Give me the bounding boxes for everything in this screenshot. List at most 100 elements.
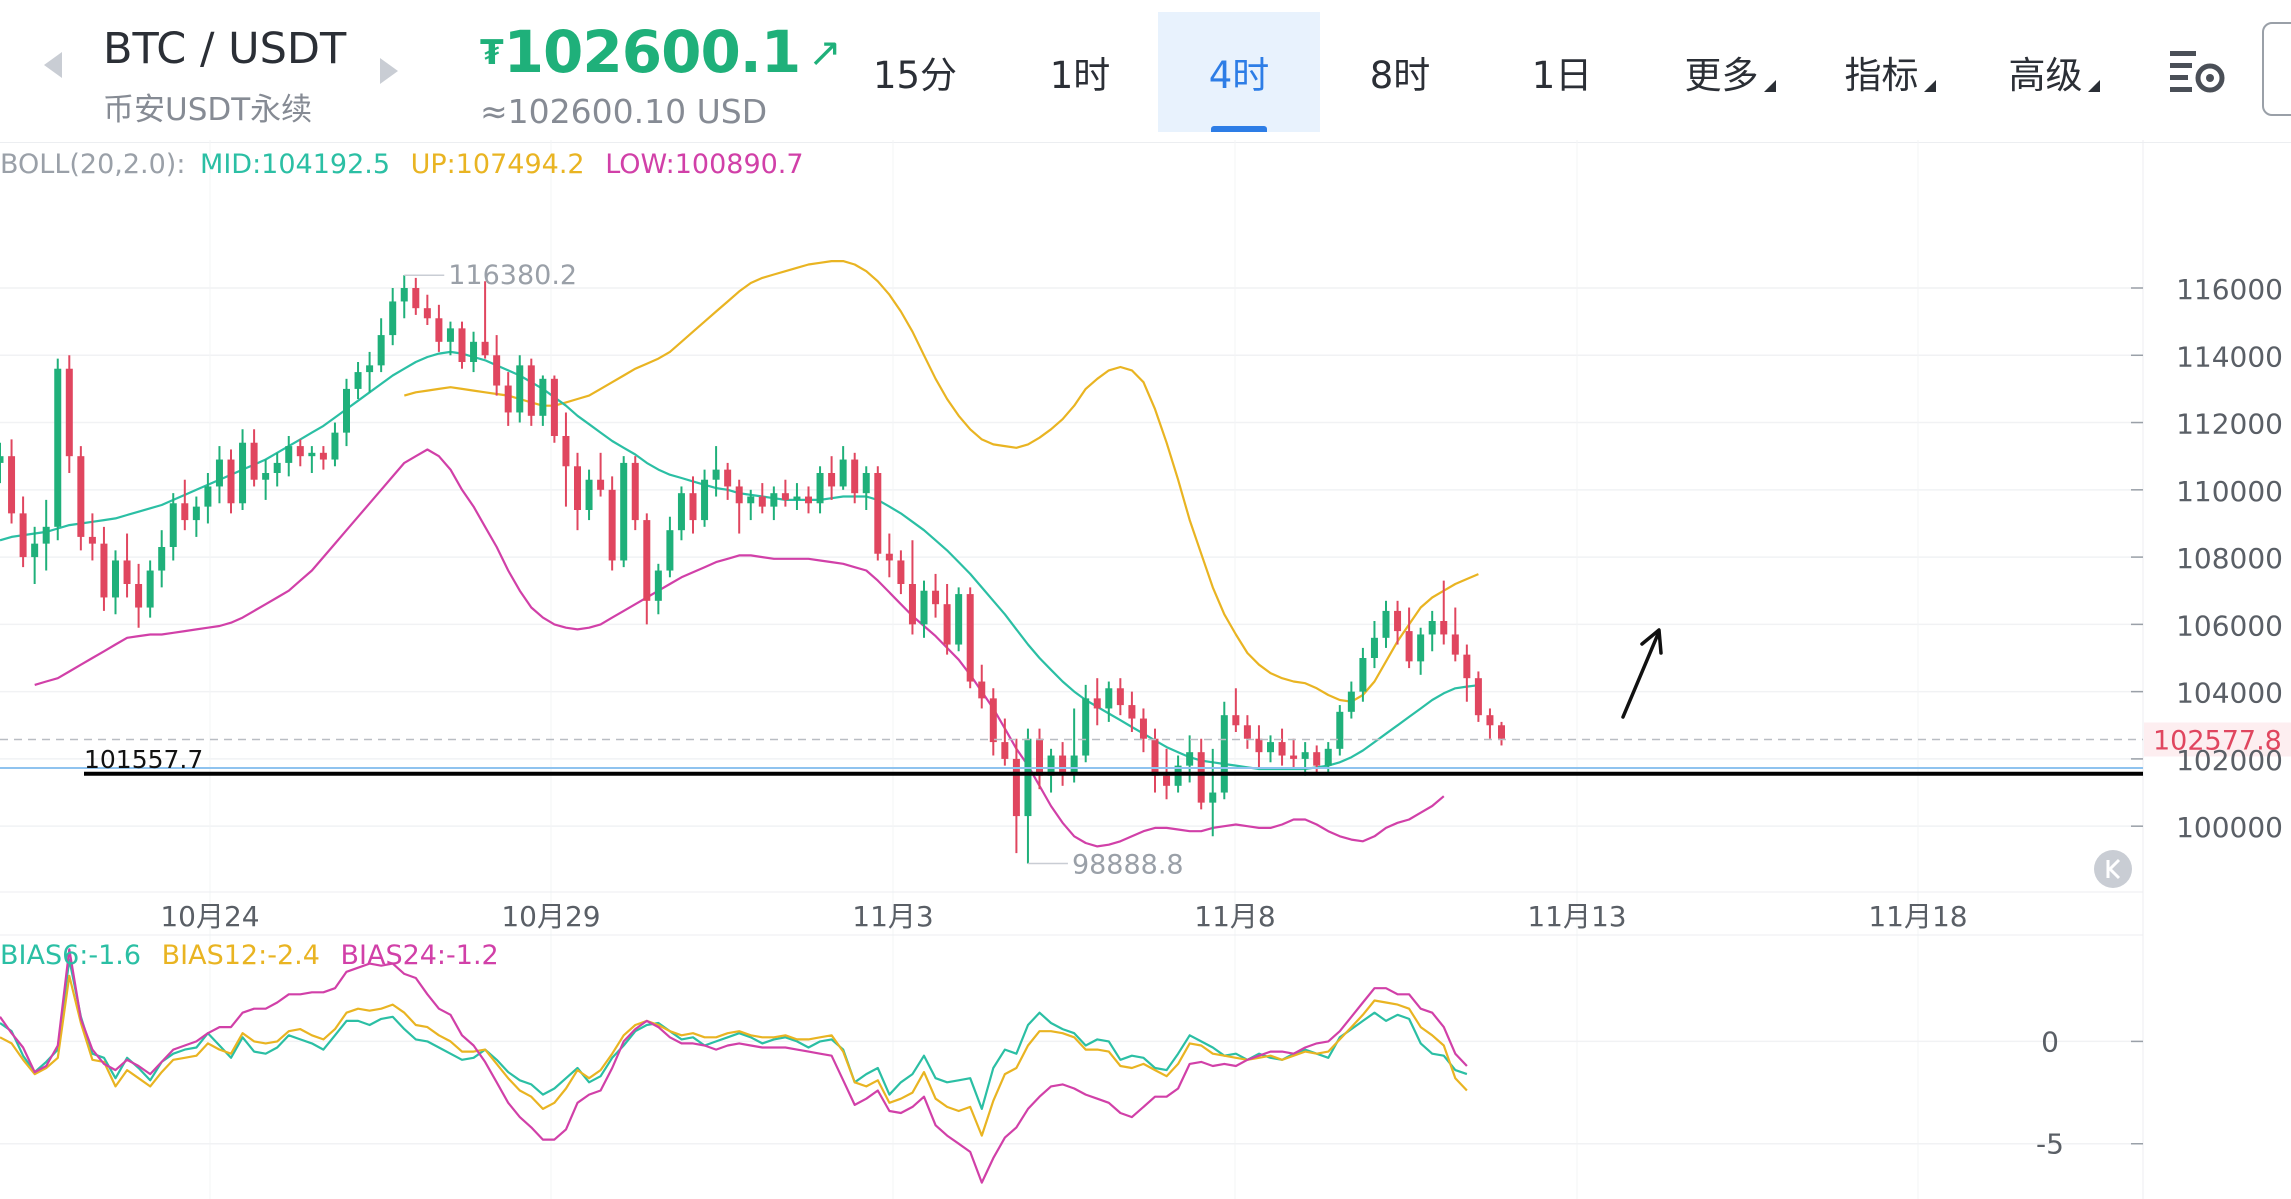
candle [204, 473, 212, 524]
candle [1070, 708, 1078, 783]
candle [654, 563, 662, 615]
candle [1301, 742, 1309, 776]
candle-body [908, 584, 916, 625]
tab-1d[interactable]: 1日 [1531, 54, 1593, 97]
chart-settings-icon[interactable] [2168, 45, 2226, 95]
candle [701, 469, 709, 527]
tab-8h[interactable]: 8时 [1369, 54, 1431, 97]
candle [1405, 607, 1413, 669]
overflow-button[interactable] [2262, 22, 2291, 116]
x-tick-label: 11月3 [852, 900, 933, 933]
candle [1370, 621, 1378, 669]
y-tick-label: 100000 [2176, 811, 2283, 844]
candle [1463, 644, 1471, 702]
candle-body [1290, 755, 1298, 759]
candle [1012, 738, 1020, 854]
candle [1394, 600, 1402, 645]
candle [1428, 610, 1436, 652]
candle-body [1440, 621, 1448, 635]
candle-body [781, 493, 789, 500]
candle [1290, 738, 1298, 769]
header-divider [0, 142, 2291, 143]
candle-body [885, 553, 893, 561]
candle [874, 466, 882, 561]
candle [215, 446, 223, 504]
active-tab-indicator [1211, 126, 1267, 132]
dropdown-caret-icon [1923, 80, 1936, 92]
price-axis: 116000 114000 112000 110000 108000 106000 1040… [2131, 273, 2283, 844]
candle-body [677, 493, 685, 531]
candle [285, 436, 293, 477]
candle-body [146, 570, 154, 608]
candle [643, 513, 651, 625]
candle [504, 372, 512, 426]
candle [1047, 748, 1055, 793]
bias6-label: BIAS6:-1.6 [0, 940, 141, 971]
candle-body [701, 479, 709, 521]
candle-body [65, 368, 73, 457]
candle-body [978, 681, 986, 699]
candle-body [1128, 705, 1136, 719]
y-tick-label: 114000 [2176, 340, 2283, 373]
candle-body [897, 560, 905, 584]
tab-15m[interactable]: 15分 [872, 54, 958, 97]
candle [470, 331, 478, 373]
bias12-line [0, 974, 1468, 1137]
tab-4h[interactable]: 4时 [1158, 12, 1320, 132]
candle [1093, 678, 1101, 726]
candle [562, 412, 570, 507]
reset-view-button[interactable] [2094, 850, 2132, 888]
candle-body [1001, 742, 1009, 759]
arrow-head [1640, 628, 1663, 655]
bias-panel: 0 -5 [0, 934, 2143, 1184]
candle-body [135, 584, 143, 608]
candle [1474, 671, 1482, 722]
candle [689, 476, 697, 534]
bias-legend: BIAS6:-1.6 BIAS12:-2.4 BIAS24:-1.2 [0, 940, 499, 971]
candle [412, 277, 420, 315]
candle [862, 466, 870, 510]
price-up-arrow-icon: ↗ [808, 30, 842, 76]
candle [527, 358, 535, 426]
candle [389, 288, 397, 346]
candle-body [1451, 634, 1459, 655]
tether-icon: ₮ [480, 33, 504, 73]
candle-body [1382, 610, 1390, 638]
candle [1278, 728, 1286, 766]
candle-body [54, 368, 62, 527]
candle-body [712, 469, 720, 480]
prev-pair-arrow-icon[interactable] [44, 52, 62, 78]
candle [932, 573, 940, 618]
candle-body [192, 506, 200, 521]
candle [135, 563, 143, 628]
candle-body [920, 590, 928, 625]
candle-body [400, 288, 408, 302]
candle [493, 335, 501, 396]
tab-indicators[interactable]: 指标 [1820, 12, 1960, 132]
candle [65, 355, 73, 473]
candle [1059, 742, 1067, 786]
candle [1336, 705, 1344, 756]
candle-body [1394, 610, 1402, 632]
candle [828, 456, 836, 500]
boll-mid-line [0, 350, 1479, 771]
candle [1128, 691, 1136, 732]
pair-title[interactable]: BTC / USDT [103, 24, 347, 74]
tab-more[interactable]: 更多 [1660, 12, 1800, 132]
next-pair-arrow-icon[interactable] [380, 58, 398, 84]
bias12-label: BIAS12:-2.4 [162, 940, 320, 971]
candle [112, 550, 119, 615]
tab-1h[interactable]: 1时 [1049, 54, 1111, 97]
candle-body [8, 456, 16, 514]
candle-body [516, 365, 524, 413]
boll-label: BOLL(20,2.0): [0, 149, 185, 180]
high-marker-label: 116380.2 [448, 260, 577, 291]
y-tick-label: 104000 [2176, 677, 2283, 710]
candle-body [839, 459, 847, 487]
candle-body [539, 378, 547, 416]
candle-body [989, 698, 997, 743]
tab-advanced[interactable]: 高级 [1984, 12, 2124, 132]
candle [770, 486, 778, 521]
candle [908, 540, 916, 635]
